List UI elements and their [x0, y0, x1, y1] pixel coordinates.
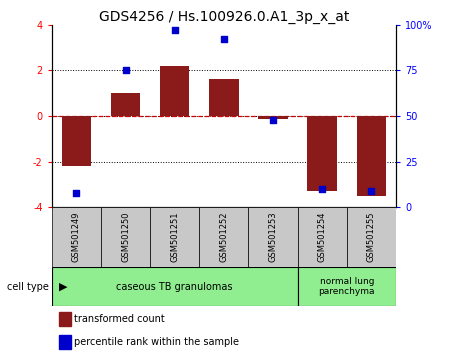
Text: normal lung
parenchyma: normal lung parenchyma — [319, 277, 375, 296]
Bar — [62, 116, 91, 166]
Bar — [52, 207, 101, 267]
Bar — [357, 116, 386, 196]
Bar — [199, 207, 248, 267]
Bar — [297, 207, 347, 267]
Bar — [258, 116, 288, 119]
Point — [270, 117, 277, 122]
Text: GSM501255: GSM501255 — [367, 212, 376, 262]
Text: GSM501253: GSM501253 — [269, 212, 278, 263]
Bar — [101, 207, 150, 267]
Point — [171, 27, 178, 33]
Bar — [58, 312, 71, 326]
Text: GSM501254: GSM501254 — [318, 212, 327, 262]
Text: GSM501250: GSM501250 — [121, 212, 130, 262]
Point — [122, 68, 129, 73]
Text: percentile rank within the sample: percentile rank within the sample — [74, 337, 239, 347]
Point — [220, 36, 227, 42]
Point — [73, 190, 80, 195]
Text: GSM501249: GSM501249 — [72, 212, 81, 262]
Bar — [150, 207, 199, 267]
Text: GSM501251: GSM501251 — [170, 212, 179, 262]
Bar — [52, 267, 297, 306]
Title: GDS4256 / Hs.100926.0.A1_3p_x_at: GDS4256 / Hs.100926.0.A1_3p_x_at — [99, 10, 349, 24]
Text: ▶: ▶ — [59, 282, 68, 292]
Text: caseous TB granulomas: caseous TB granulomas — [117, 282, 233, 292]
Text: cell type: cell type — [7, 282, 50, 292]
Bar — [160, 66, 189, 116]
Text: transformed count: transformed count — [74, 314, 165, 324]
Point — [319, 186, 326, 192]
Point — [368, 188, 375, 194]
Text: GSM501252: GSM501252 — [220, 212, 228, 262]
Bar — [58, 335, 71, 349]
Bar — [111, 93, 140, 116]
Bar — [209, 79, 238, 116]
Bar — [297, 267, 396, 306]
Bar — [248, 207, 297, 267]
Bar — [307, 116, 337, 191]
Bar — [347, 207, 396, 267]
